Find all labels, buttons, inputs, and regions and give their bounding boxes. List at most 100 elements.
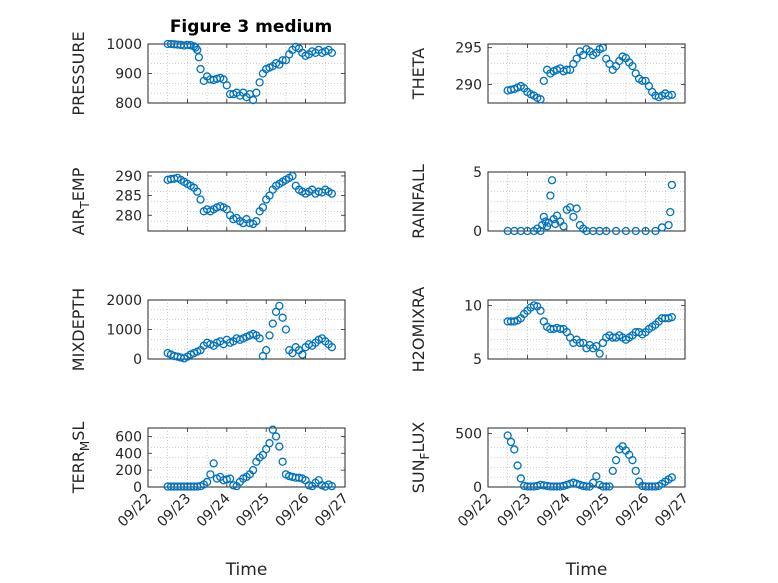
data-point (666, 207, 675, 217)
series-air_temp (163, 171, 337, 229)
data-point (278, 457, 287, 466)
series-sun_flux (503, 431, 677, 491)
panel-h2omixra: 5 10 H2OMIXRA (409, 287, 686, 372)
data-point (556, 324, 565, 334)
data-point (278, 313, 287, 322)
ylabel-pressure: PRESSURE (69, 31, 88, 115)
data-point (562, 65, 571, 74)
data-point (536, 226, 545, 236)
data-point (592, 472, 601, 481)
x-tick-label: 09/24 (194, 490, 234, 530)
data-point (651, 226, 660, 236)
data-point (667, 313, 677, 322)
data-point (275, 442, 284, 451)
panel-rainfall: 0 5 RAINFALL (409, 164, 686, 240)
data-point (193, 45, 202, 55)
series-terr_msl (163, 425, 337, 491)
data-point (664, 220, 673, 230)
data-point (265, 331, 274, 340)
data-point (248, 465, 258, 475)
data-point (621, 226, 631, 236)
data-point (327, 482, 337, 491)
y-tick-label: 0 (473, 480, 482, 496)
data-point (503, 431, 512, 440)
y-tick-label: 285 (115, 189, 142, 205)
data-point (510, 445, 519, 454)
y-tick-label: 290 (455, 78, 482, 94)
xlabel: Time (565, 560, 608, 580)
data-point (229, 481, 238, 490)
data-point (209, 459, 218, 468)
data-point (572, 204, 581, 213)
series-h2omixra (503, 301, 677, 358)
y-tick-label: 10 (464, 298, 482, 314)
panel-theta: 290 295 THETA (409, 41, 686, 104)
axes-mixdepth (147, 299, 346, 360)
data-point (196, 195, 205, 204)
data-point (608, 466, 617, 476)
data-point (222, 475, 231, 484)
data-point (602, 226, 611, 236)
y-tick-label: 5 (473, 165, 482, 181)
y-tick-label: 280 (115, 208, 142, 224)
panel-pressure: 800 900 1000 PRESSURE (69, 31, 346, 116)
y-tick-label: 800 (115, 96, 142, 112)
data-point (667, 473, 677, 482)
y-tick-label: 295 (455, 41, 482, 57)
y-tick-label: 290 (115, 169, 142, 185)
ylabel-terr_msl: TERRMSL (69, 422, 92, 495)
data-point (605, 482, 614, 491)
x-tick-label: 09/26 (273, 490, 313, 530)
x-tick-label: 09/27 (652, 491, 692, 531)
x-tick-label: 09/24 (534, 490, 574, 530)
data-point (262, 345, 271, 355)
data-point (298, 350, 307, 359)
data-point (572, 54, 581, 63)
series-rainfall (503, 176, 677, 236)
data-point (592, 341, 601, 351)
series-mixdepth (163, 301, 337, 363)
x-tick-label: 09/23 (154, 491, 194, 531)
data-point (327, 343, 337, 352)
x-tick-label: 09/23 (494, 491, 534, 531)
data-point (194, 53, 204, 62)
data-point (196, 64, 205, 74)
data-point (255, 334, 264, 343)
data-point (546, 191, 555, 200)
axes-h2omixra (487, 299, 686, 360)
x-tick-label: 09/25 (233, 491, 273, 531)
data-point (641, 226, 650, 236)
data-point (516, 474, 525, 483)
data-point (611, 226, 621, 236)
data-point (191, 43, 200, 52)
grid-sun_flux (488, 428, 685, 487)
data-point (255, 78, 264, 87)
data-point (664, 91, 673, 100)
data-point (536, 95, 545, 104)
ylabel-theta: THETA (409, 48, 428, 100)
data-point (551, 219, 560, 229)
data-point (582, 482, 591, 491)
data-point (628, 456, 637, 465)
data-point (327, 189, 337, 198)
y-tick-label: 900 (115, 67, 142, 83)
axes-rainfall (487, 171, 686, 232)
grid-rainfall (488, 172, 685, 231)
data-point (536, 306, 545, 315)
data-point (275, 301, 284, 311)
data-point (271, 432, 281, 441)
x-tick-label: 09/26 (613, 490, 653, 530)
data-point (559, 222, 568, 231)
x-tick-label: 09/25 (573, 491, 613, 531)
data-point (278, 56, 287, 65)
data-point (268, 425, 277, 434)
panel-air_temp: 280 285 290 AIRTEMP (69, 167, 346, 235)
ylabel-mixdepth: MIXDEPTH (69, 288, 88, 371)
data-point (288, 171, 297, 181)
grid-mixdepth (148, 300, 345, 359)
data-point (265, 439, 274, 448)
data-point (628, 61, 637, 71)
data-point (248, 95, 258, 105)
y-tick-label: 1000 (106, 323, 142, 339)
